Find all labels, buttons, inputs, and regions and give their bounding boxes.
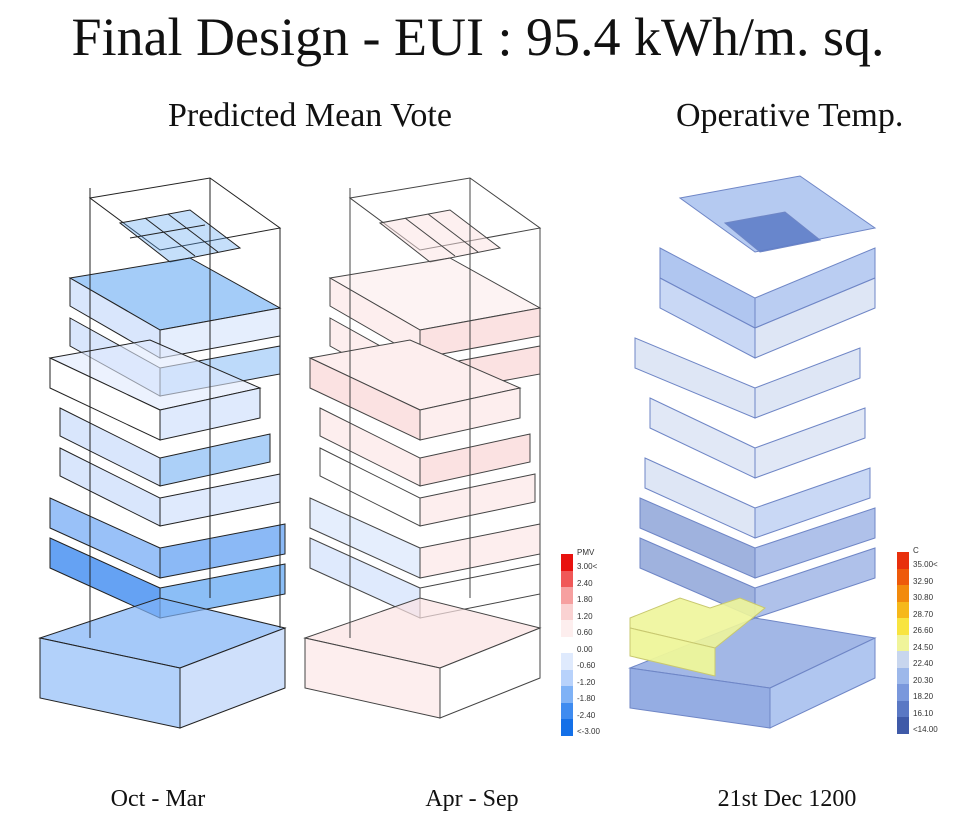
temp-legend-label: 20.30 <box>913 675 934 685</box>
temp-legend-swatch <box>897 552 909 569</box>
temp-legend-swatch <box>897 601 909 618</box>
pmv-legend-swatch <box>561 636 573 653</box>
temp-legend-swatch <box>897 568 909 585</box>
temp-legend-heading: C <box>913 546 919 555</box>
pmv-legend-label: -0.60 <box>577 661 596 670</box>
pmv-legend-label: -1.20 <box>577 677 596 687</box>
building-operative-temp <box>628 175 877 729</box>
temp-legend-label: 26.60 <box>913 626 934 635</box>
temp-legend-label: 35.00< <box>913 560 938 569</box>
pmv-legend-label: <-3.00 <box>577 727 600 736</box>
pmv-legend-label: -1.80 <box>577 694 596 703</box>
caption-oct-mar: Oct - Mar <box>110 786 206 812</box>
pmv-legend-swatch <box>561 620 573 637</box>
temp-legend-label: 24.50 <box>913 642 934 652</box>
building-pmv-apr-sep <box>303 177 542 719</box>
temp-legend-swatch <box>897 618 909 635</box>
temp-legend-swatch <box>897 700 909 717</box>
pmv-legend-swatch <box>561 570 573 587</box>
pmv-legend-heading: PMV <box>577 548 595 557</box>
pmv-legend-label: 2.40 <box>577 578 593 588</box>
temp-legend-label: 16.10 <box>913 708 934 718</box>
pmv-legend-swatch <box>561 603 573 620</box>
temp-legend-swatch <box>897 634 909 651</box>
temp-legend-swatch <box>897 651 909 668</box>
subtitle-pmv: Predicted Mean Vote <box>168 97 452 134</box>
pmv-legend-swatch <box>561 587 573 604</box>
temp-legend-label: <14.00 <box>913 725 938 734</box>
temp-legend-swatch <box>897 667 909 684</box>
pmv-legend-label: 0.00 <box>577 644 593 654</box>
pmv-legend-swatch <box>561 719 573 736</box>
temp-legend-label: 32.90 <box>913 576 934 586</box>
temp-legend: C 35.00< 32.90 30.80 28.70 26.60 24.50 22.40 20… <box>897 546 955 744</box>
pmv-legend-swatch <box>561 686 573 703</box>
temp-legend-label: 28.70 <box>913 609 934 619</box>
pmv-legend: PMV 3.00< 2.40 1.80 1.20 0.60 0.00 -0.60 -1.20 -… <box>561 548 621 744</box>
pmv-legend-label: 1.20 <box>577 611 593 621</box>
temp-legend-label: 18.20 <box>913 692 934 701</box>
building-pmv-oct-mar <box>38 177 287 729</box>
subtitle-operative-temp: Operative Temp. <box>676 97 904 134</box>
pmv-legend-label: 0.60 <box>577 628 593 637</box>
pmv-legend-swatch <box>561 554 573 571</box>
caption-21st-dec-1200: 21st Dec 1200 <box>717 786 857 812</box>
pmv-legend-swatch <box>561 702 573 719</box>
temp-legend-label: 22.40 <box>913 659 934 668</box>
page-title: Final Design - EUI : 95.4 kWh/m. sq. <box>71 7 885 67</box>
temp-legend-label: 30.80 <box>913 593 934 602</box>
pmv-legend-label: 1.80 <box>577 595 593 604</box>
pmv-legend-swatch <box>561 669 573 686</box>
temp-legend-swatch <box>897 717 909 734</box>
pmv-legend-label: -2.40 <box>577 710 596 720</box>
temp-legend-swatch <box>897 585 909 602</box>
pmv-legend-label: 3.00< <box>577 562 598 571</box>
pmv-legend-swatch <box>561 653 573 670</box>
temp-legend-swatch <box>897 684 909 701</box>
caption-apr-sep: Apr - Sep <box>425 786 519 812</box>
